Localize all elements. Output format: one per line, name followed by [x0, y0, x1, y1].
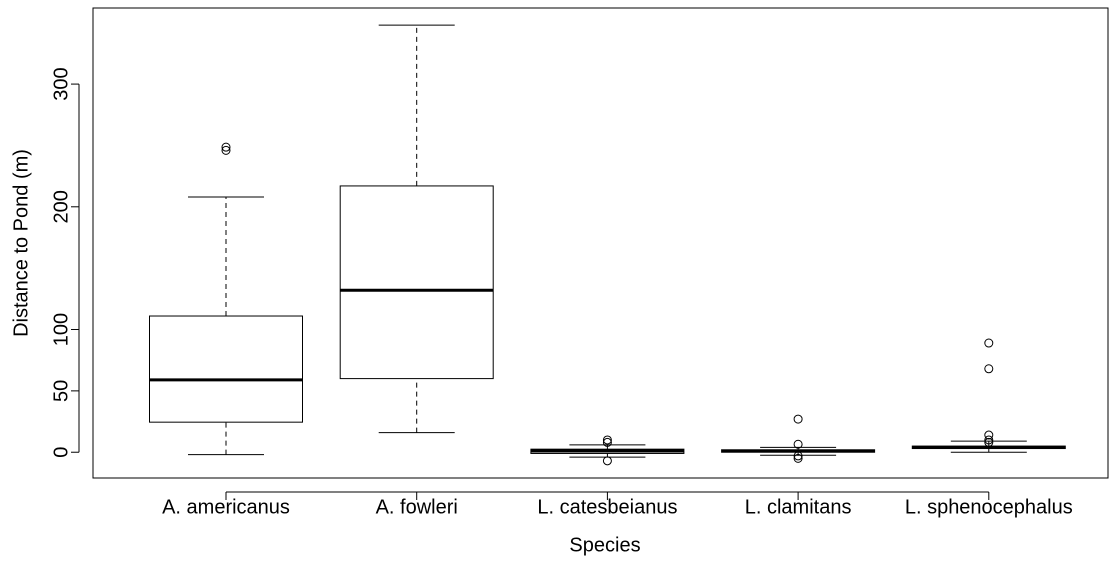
outlier [602, 437, 612, 447]
box [339, 185, 494, 380]
x-tick-label: L. catesbeianus [537, 496, 677, 518]
outlier [984, 338, 994, 348]
outlier [793, 439, 803, 449]
outlier [984, 430, 994, 440]
box [149, 315, 303, 423]
x-tick-label: L. sphenocephalus [905, 496, 1073, 518]
y-axis-label: Distance to Pond (m) [10, 149, 32, 337]
outlier [793, 414, 803, 424]
outlier [984, 435, 994, 445]
outlier [221, 145, 231, 155]
x-tick-label: A. americanus [162, 496, 290, 518]
outlier [602, 456, 612, 466]
y-tick-label: 0 [50, 447, 72, 458]
y-tick-label: 50 [50, 380, 72, 402]
x-tick-label: A. fowleri [376, 496, 458, 518]
outlier [984, 437, 994, 447]
outlier [793, 451, 803, 461]
x-tick-label: L. clamitans [745, 496, 852, 518]
x-axis-label: Species [569, 534, 640, 556]
outlier [221, 142, 231, 152]
outlier [602, 435, 612, 445]
y-tick-label: 200 [50, 190, 72, 223]
outlier [793, 453, 803, 463]
outlier [984, 364, 994, 374]
plot-frame [92, 7, 1109, 479]
y-tick-label: 100 [50, 313, 72, 346]
y-tick-label: 300 [50, 67, 72, 100]
